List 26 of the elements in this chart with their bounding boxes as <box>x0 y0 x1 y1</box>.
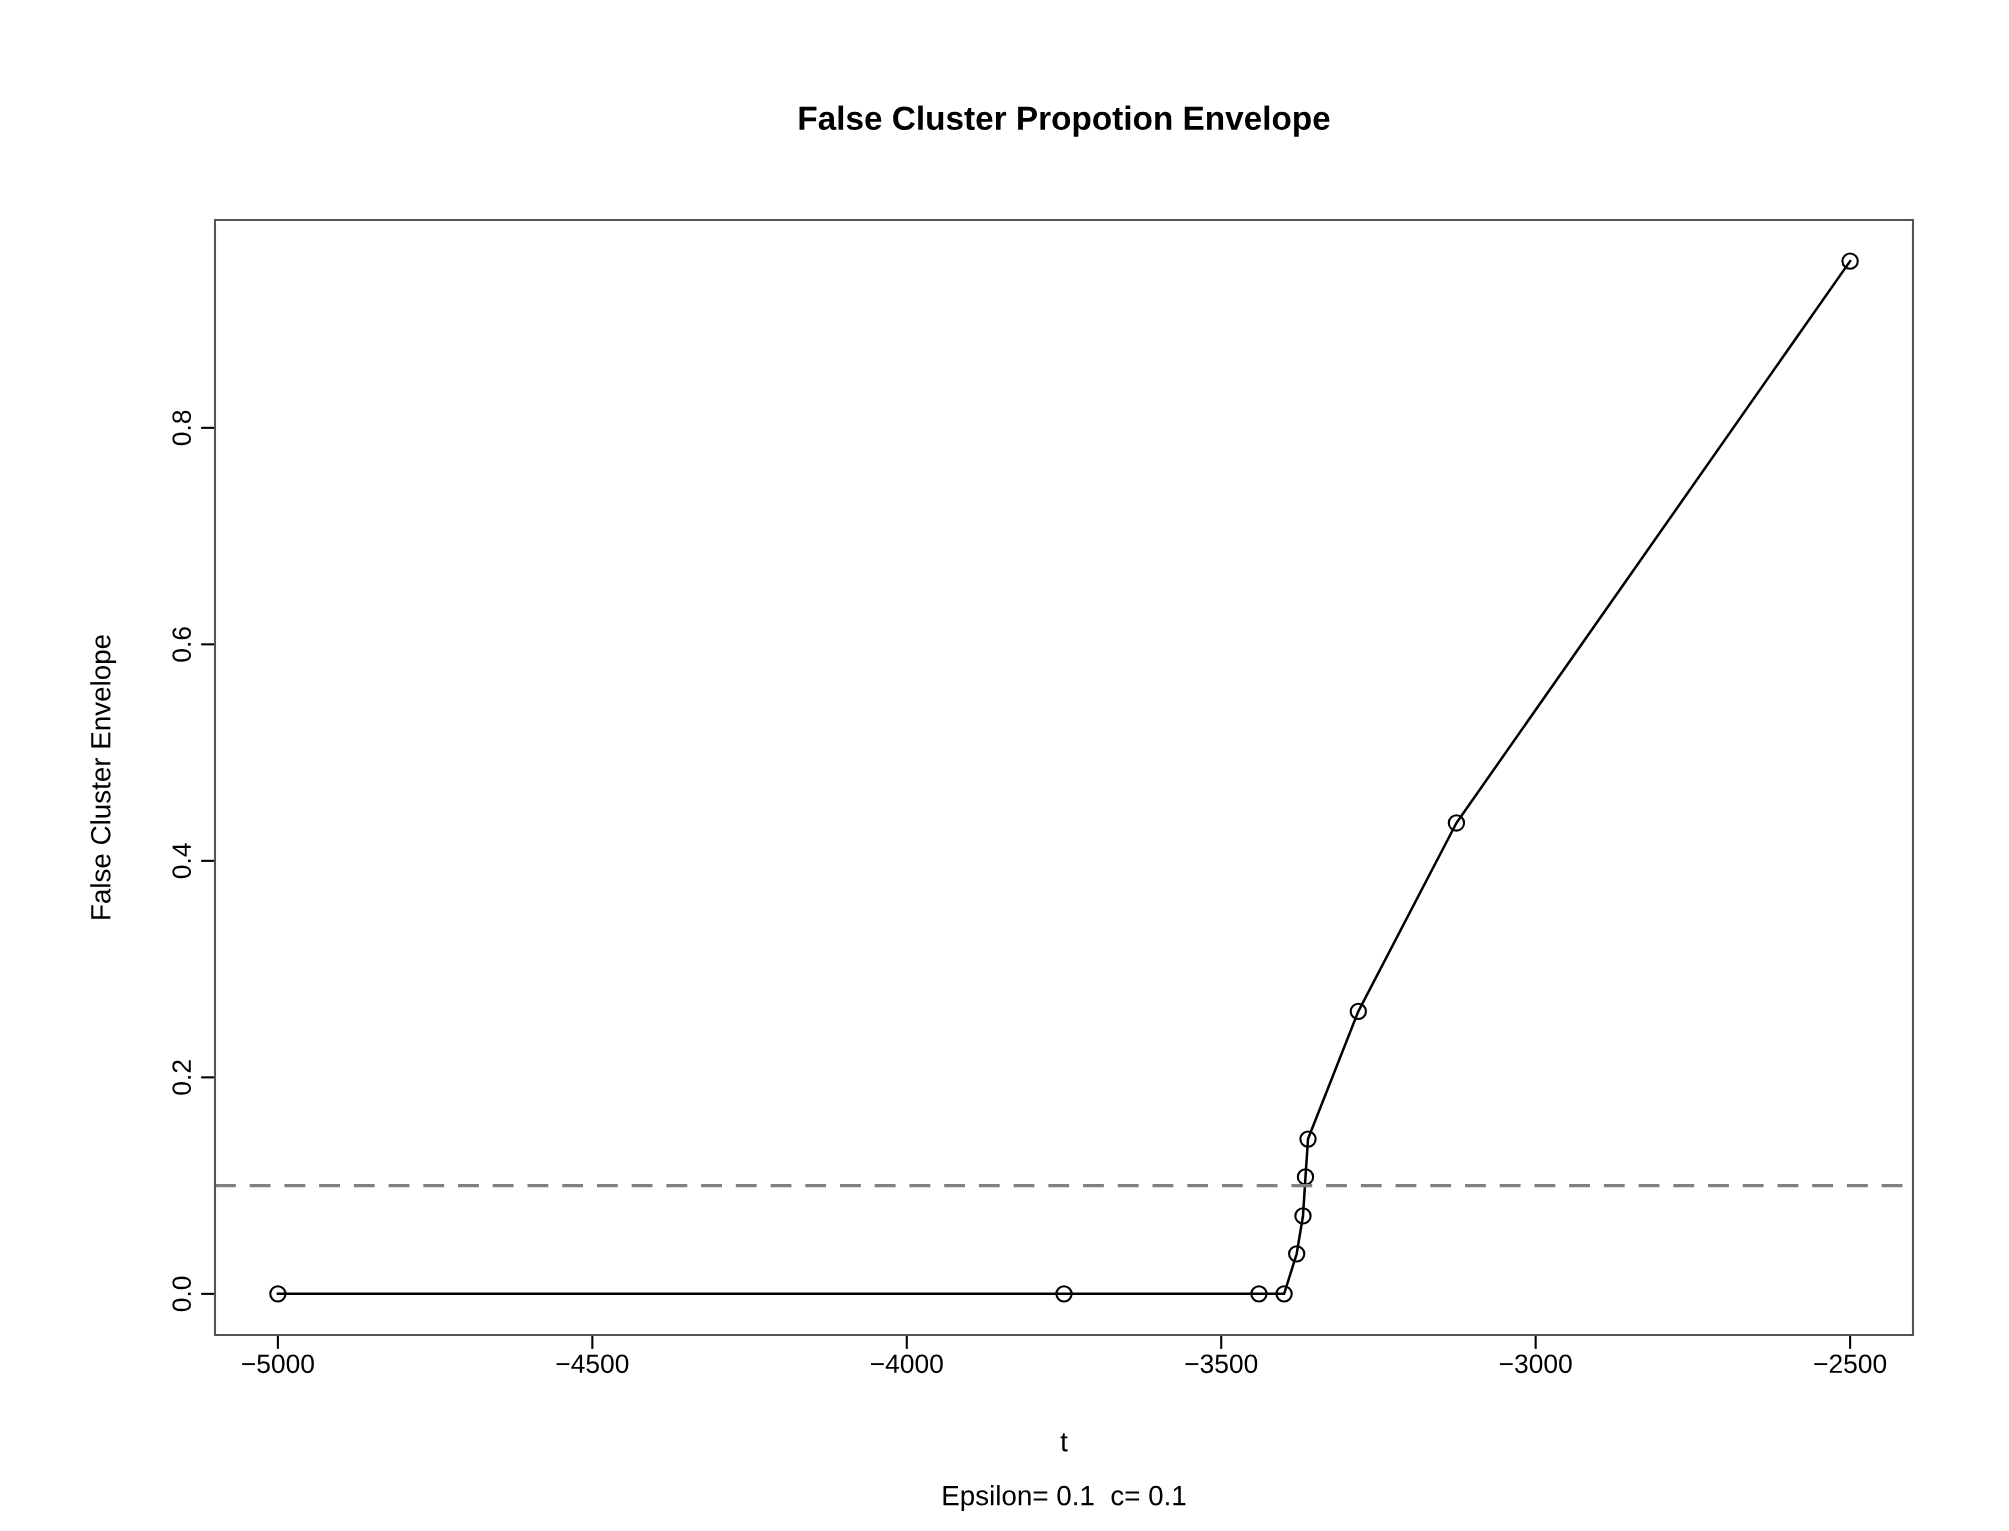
y-axis-title: False Cluster Envelope <box>90 635 117 919</box>
point <box>1349 1002 1367 1020</box>
x-axis-title: t <box>1060 1433 1068 1452</box>
point <box>1299 1130 1317 1148</box>
point <box>1275 1285 1293 1303</box>
point <box>1294 1207 1312 1225</box>
point <box>1447 814 1466 832</box>
point <box>1296 1168 1315 1186</box>
point <box>1841 252 1859 270</box>
y-tick-label: 0.2 <box>172 1060 192 1095</box>
point <box>1055 1285 1073 1303</box>
chart-title: False Cluster Propotion Envelope <box>799 105 1330 137</box>
y-tick-label: 0.4 <box>172 843 192 879</box>
point <box>269 1285 287 1303</box>
point <box>1288 1245 1306 1263</box>
x-tick-label: −4000 <box>871 1354 943 1374</box>
x-tick-label: −2500 <box>1814 1354 1887 1374</box>
x-tick-label: −3000 <box>1499 1354 1572 1374</box>
text: Epsilon= 0.1 c= 0.1 <box>943 1485 1186 1511</box>
y-tick-label: 0.0 <box>172 1276 192 1312</box>
x-tick-label: −4500 <box>556 1354 629 1374</box>
y-tick-label: 0.6 <box>172 627 192 662</box>
point <box>1250 1285 1268 1303</box>
x-tick-label: −3500 <box>1185 1354 1258 1374</box>
x-tick-label: −5000 <box>242 1354 314 1374</box>
y-tick-label: 0.8 <box>172 410 192 446</box>
